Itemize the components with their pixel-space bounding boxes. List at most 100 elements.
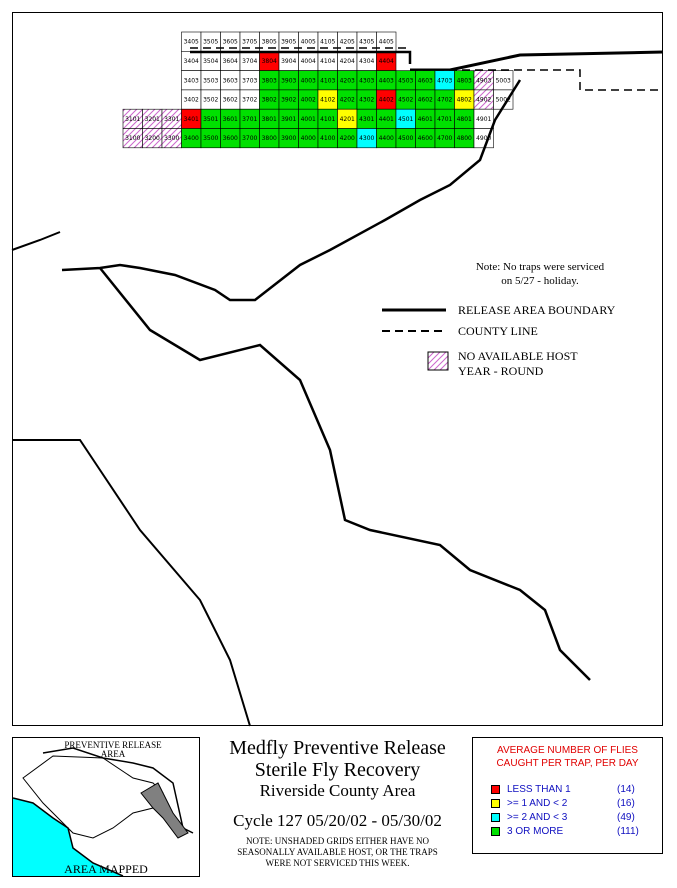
grid-cell-label: 4402 [379,97,394,104]
grid-cell-label: 4005 [301,39,316,46]
grid-cell-label: 4102 [320,97,335,104]
county-border-line-2 [11,231,61,251]
grid-cell-label: 4802 [457,97,472,104]
grid-cell-label: 3903 [281,77,296,84]
county-line-label: COUNTY LINE [458,324,538,338]
grid-cell-label: 3802 [262,97,277,104]
grid-cell-label: 4101 [320,116,335,123]
locator-inset: PREVENTIVE RELEASE AREA [12,737,200,877]
grid-cell-label: 4001 [301,116,316,123]
grid-cell-label: 4200 [340,135,355,142]
grid-cell-label: 3505 [203,39,218,46]
grid-cell-label: 3805 [262,39,277,46]
grid-cell-label: 4301 [359,116,374,123]
grid-cell-label: 3300 [164,135,179,142]
legend-item: 3 OR MORE (111) [491,826,639,838]
grid-cell-label: 4500 [398,135,413,142]
grid-cell-label: 4703 [437,77,452,84]
no-host-label-1: NO AVAILABLE HOST [458,349,578,363]
grid-cell-label: 3101 [125,116,140,123]
grid-cell-label: 3804 [262,58,277,65]
cyan-swatch [491,813,500,822]
grid-cell-label: 3402 [184,97,199,104]
grid-cell-label: 4903 [476,77,491,84]
grid-cell-label: 4800 [457,135,472,142]
grid-cell-label: 3801 [262,116,277,123]
grid-cell-label: 3705 [242,39,257,46]
legend-box: AVERAGE NUMBER OF FLIES CAUGHT PER TRAP,… [472,737,663,854]
grid-cell-label: 3605 [223,39,238,46]
grid-cell-label: 3701 [242,116,257,123]
title-line-3: Riverside County Area [259,781,416,800]
grid-cell-label: 4603 [418,77,433,84]
grid-cell-label: 3600 [223,135,238,142]
grid-cell-label: 3902 [281,97,296,104]
grid-cell-label: 3500 [203,135,218,142]
grid-cell-label: 4004 [301,58,316,65]
grid-cell-label: 3703 [242,77,257,84]
legend-count: (14) [617,784,635,795]
grid-cell-label: 4003 [301,77,316,84]
legend-title-1: AVERAGE NUMBER OF FLIES [497,745,638,756]
legend-label: >= 1 AND < 2 [507,798,568,809]
note-line-1: Note: No traps were serviced [476,261,605,273]
grid-cell-label: 4000 [301,135,316,142]
grid-cell-label: 4600 [418,135,433,142]
grid-cell-label: 4103 [320,77,335,84]
grid-cell-label: 3200 [145,135,160,142]
highway-line [410,50,664,72]
no-host-label-2: YEAR - ROUND [458,364,544,378]
grid-cell-label: 4300 [359,135,374,142]
grid-cell-label: 4205 [340,39,355,46]
grid-cell-label: 4602 [418,97,433,104]
note-2: SEASONALLY AVAILABLE HOST, OR THE TRAPS [237,847,438,857]
red-swatch [491,785,500,794]
release-area-boundary [61,50,591,681]
grid-cell-label: 4305 [359,39,374,46]
legend-item: >= 1 AND < 2 (16) [491,798,635,810]
grid-cell-label: 4700 [437,135,452,142]
legend-count: (111) [617,826,639,837]
grid-cell-label: 3403 [184,77,199,84]
grid-cell-label: 3504 [203,58,218,65]
grid-cell-label: 4400 [379,135,394,142]
map-frame [12,12,663,726]
note-1: NOTE: UNSHADED GRIDS EITHER HAVE NO [245,836,430,846]
yellow-swatch [491,799,500,808]
grid-cell-label: 4502 [398,97,413,104]
grid-cell-label: 4902 [476,97,491,104]
grid-cell-label: 4201 [340,116,355,123]
grid-cell-label: 3901 [281,116,296,123]
grid-cell-label: 3401 [184,116,199,123]
grid-cell-label: 4304 [359,58,374,65]
locator-map: PREVENTIVE RELEASE AREA [12,740,194,877]
grid-cell-label: 3604 [223,58,238,65]
grid-cell-label: 4601 [418,116,433,123]
grid-cell-label: 3700 [242,135,257,142]
grid-cell-label: 3404 [184,58,199,65]
grid-cell-label: 4403 [379,77,394,84]
inset-title-1: PREVENTIVE RELEASE [64,740,162,750]
legend-label: >= 2 AND < 3 [507,812,568,823]
grid-cell-label: 4105 [320,39,335,46]
note-line-2: on 5/27 - holiday. [501,275,579,287]
grid-cell-label: 4803 [457,77,472,84]
grid-cell-label: 3602 [223,97,238,104]
area-mapped-caption: AREA MAPPED [64,862,148,876]
grid-cell-label: 4002 [301,97,316,104]
grid-cell-label: 4202 [340,97,355,104]
region-outline [22,755,164,839]
grid-cell-label: 3900 [281,135,296,142]
grid-cell-label: 4404 [379,58,394,65]
grid-cell-label: 3905 [281,39,296,46]
grid-cell-label: 4302 [359,97,374,104]
ocean-area [13,798,123,876]
release-area-inset [140,782,189,839]
grid-cell-label: 3603 [223,77,238,84]
grid-cell-label: 4801 [457,116,472,123]
grid-cell-label: 4100 [320,135,335,142]
grid-cell-label: 5002 [496,97,511,104]
legend-item: >= 2 AND < 3 (49) [491,812,635,824]
cycle-dates: Cycle 127 05/20/02 - 05/30/02 [233,811,442,830]
no-host-swatch [427,351,449,371]
